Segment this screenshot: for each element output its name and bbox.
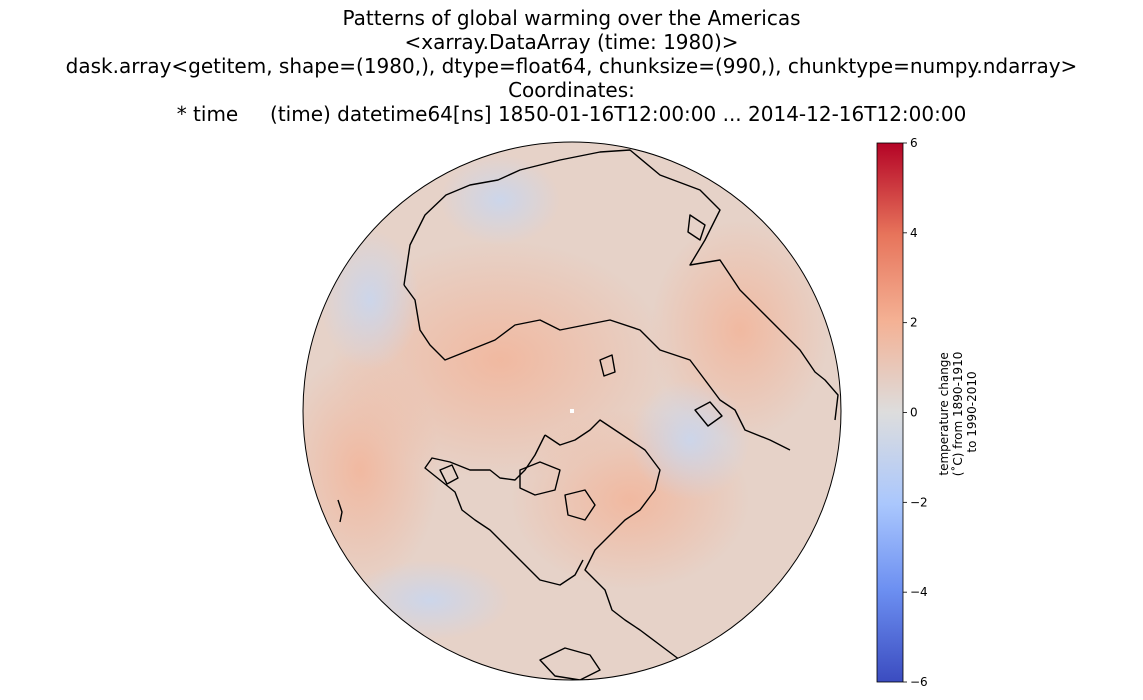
colorbar-gradient xyxy=(876,142,904,683)
colorbar-tick-label: 0 xyxy=(910,406,918,420)
coastlines xyxy=(337,149,839,680)
colorbar-tick-label: 4 xyxy=(910,226,918,240)
colorbar-label-line-2: (˚C) from 1890-1910 xyxy=(950,352,965,477)
title-line-2: <xarray.DataArray (time: 1980)> xyxy=(404,30,739,54)
colorbar: 6 4 2 0 −2 −4 −6 temperature change (˚C) from … xyxy=(876,136,979,689)
colorbar-tick-label: −4 xyxy=(910,585,928,599)
colorbar-tick-label: 6 xyxy=(910,136,918,150)
pole-marker xyxy=(570,409,574,413)
colorbar-tick-label: 2 xyxy=(910,316,918,330)
colorbar-ticks: 6 4 2 0 −2 −4 −6 xyxy=(903,136,928,689)
colorbar-label-line-3: to 1990-2010 xyxy=(965,371,979,452)
title-line-4: Coordinates: xyxy=(508,78,635,102)
colorbar-tick-label: −6 xyxy=(910,675,928,689)
title-line-1: Patterns of global warming over the Amer… xyxy=(342,6,801,30)
title-line-3: dask.array<getitem, shape=(1980,), dtype… xyxy=(65,54,1078,78)
colorbar-label-line-1: temperature change xyxy=(937,352,951,475)
anomaly-field xyxy=(303,155,830,640)
title-line-5: * time (time) datetime64[ns] 1850-01-16T… xyxy=(176,102,967,126)
figure-title: Patterns of global warming over the Amer… xyxy=(0,6,1143,126)
colorbar-label: temperature change (˚C) from 1890-1910 t… xyxy=(937,348,979,477)
colorbar-tick-label: −2 xyxy=(910,495,928,509)
globe xyxy=(302,141,842,681)
globe-outline xyxy=(302,141,842,681)
